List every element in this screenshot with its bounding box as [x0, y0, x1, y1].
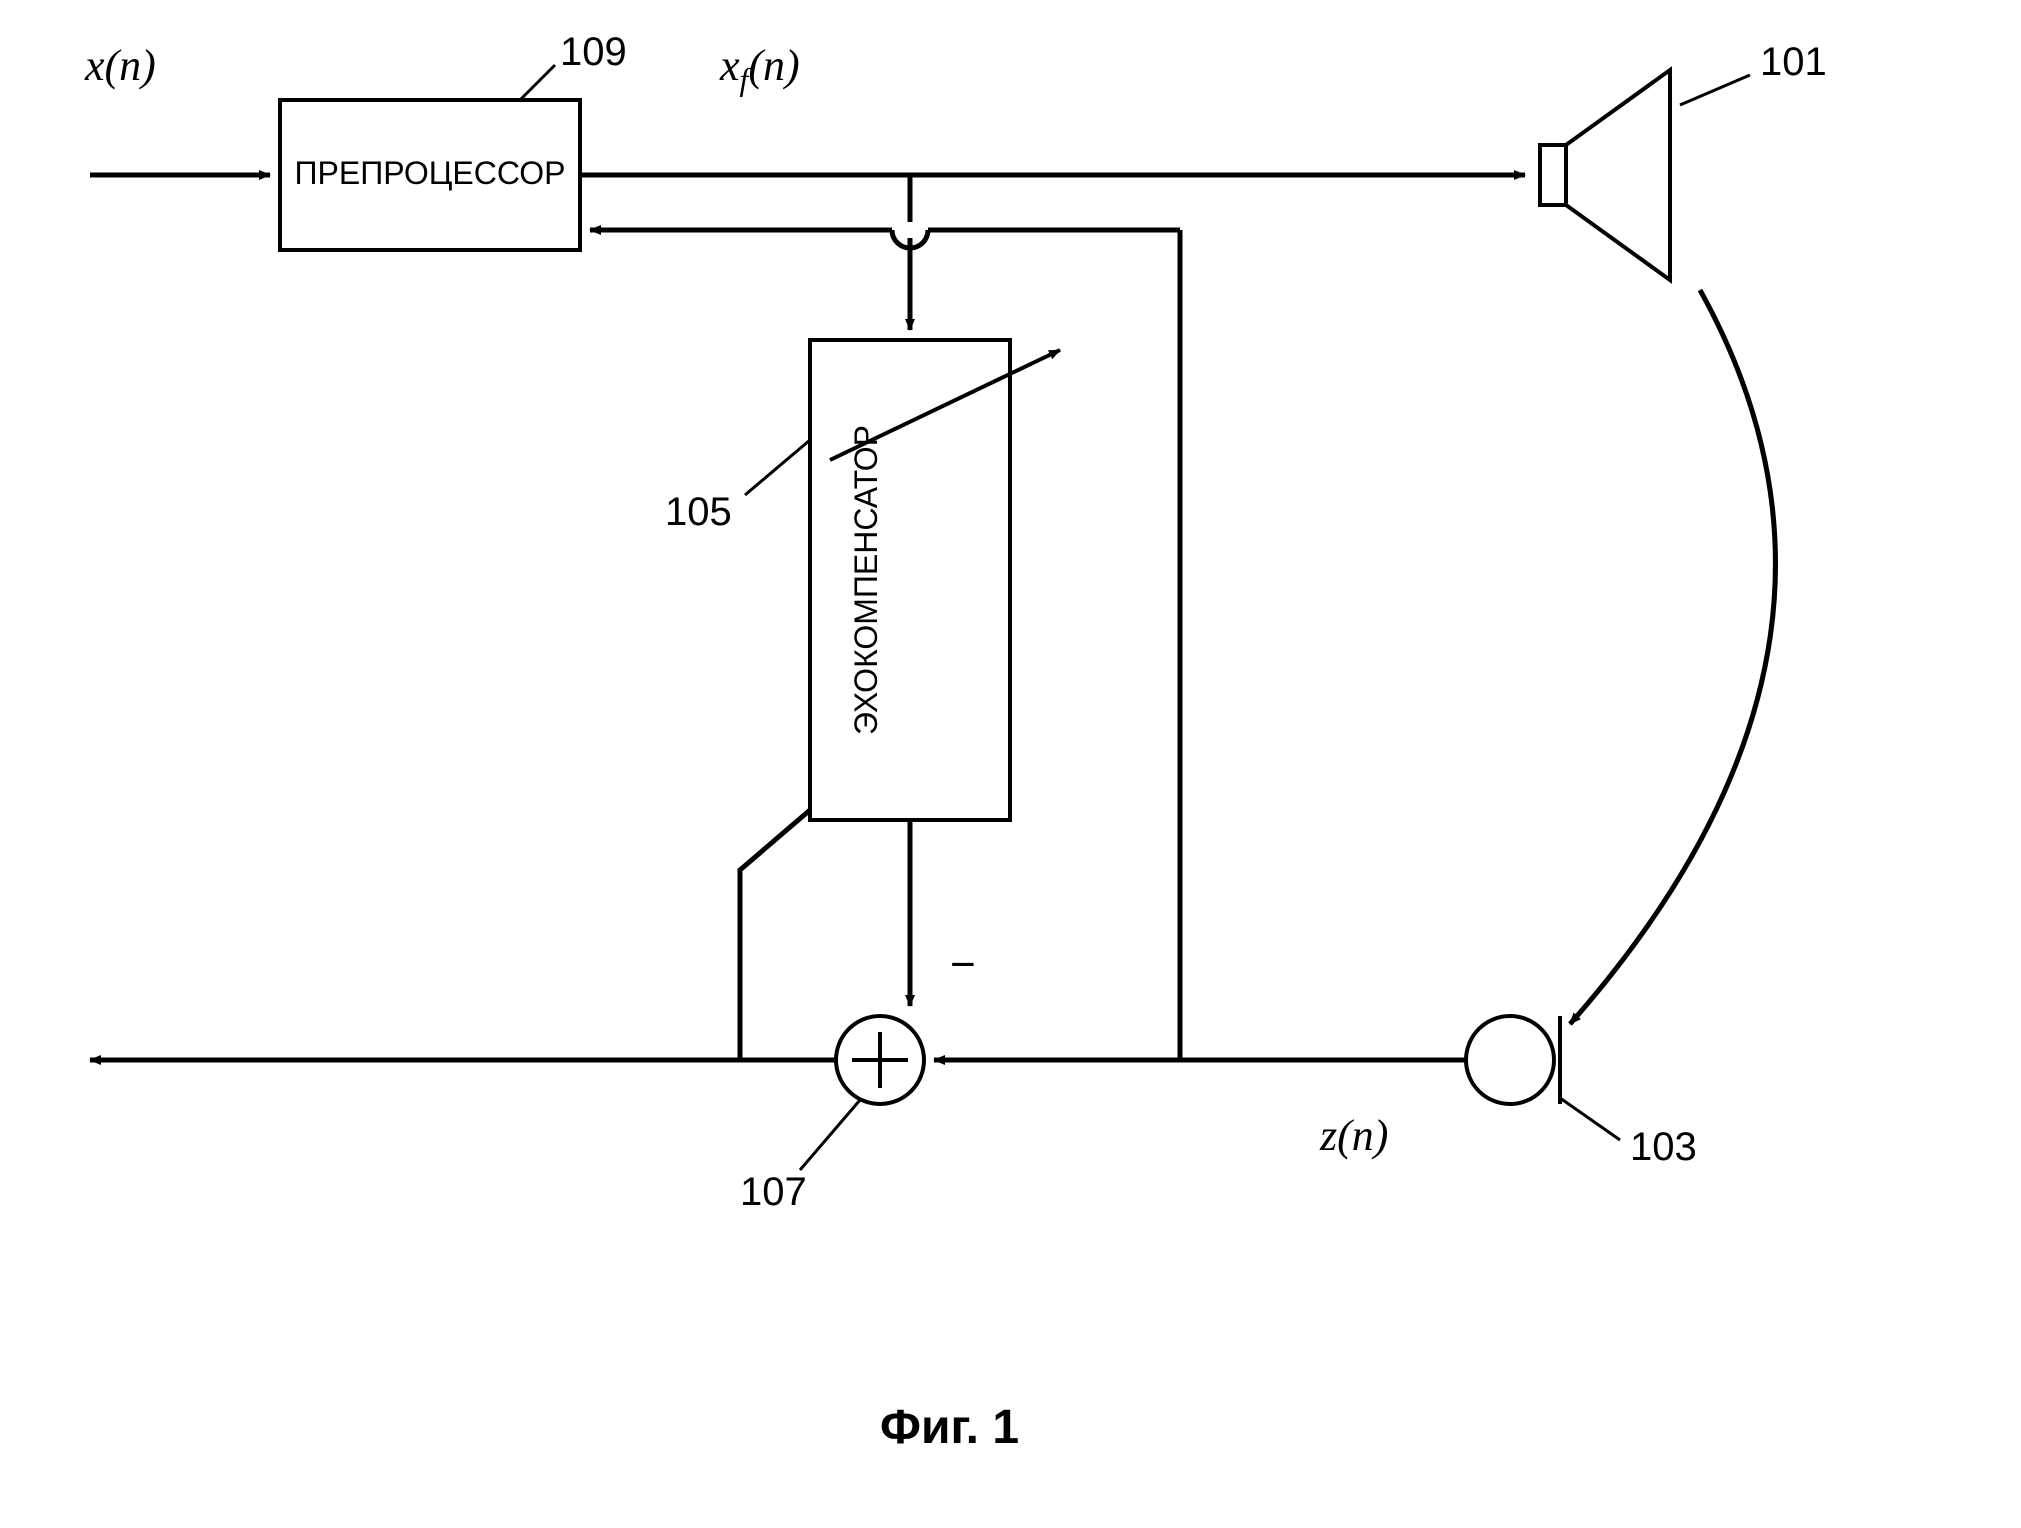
error-to-echo: [740, 810, 810, 1060]
label-zn: z(n): [1320, 1110, 1388, 1161]
ref-107: 107: [740, 1170, 807, 1215]
ref-109: 109: [560, 30, 627, 75]
echocanceller-label: ЭХОКОМПЕНСАТОР: [850, 380, 882, 780]
ref-105-leader: [745, 440, 810, 495]
ref-103-leader: [1560, 1098, 1620, 1140]
preprocessor-label: ПРЕПРОЦЕССОР: [290, 155, 570, 192]
block-diagram: [0, 0, 2021, 1528]
acoustic-arc: [1570, 290, 1775, 1024]
label-xfn: xf(n): [720, 40, 800, 98]
echocanceller-block: [810, 340, 1010, 820]
speaker-icon: [1540, 70, 1670, 280]
minus-sign: −: [950, 940, 976, 990]
ref-105: 105: [665, 490, 732, 535]
ref-101: 101: [1760, 40, 1827, 85]
ref-101-leader: [1680, 75, 1750, 105]
label-xn: x(n): [85, 40, 156, 91]
ref-103: 103: [1630, 1125, 1697, 1170]
ref-109-leader: [520, 65, 555, 100]
ref-107-leader: [800, 1100, 860, 1170]
figure-caption: Фиг. 1: [880, 1400, 1019, 1455]
mic-icon: [1466, 1016, 1554, 1104]
